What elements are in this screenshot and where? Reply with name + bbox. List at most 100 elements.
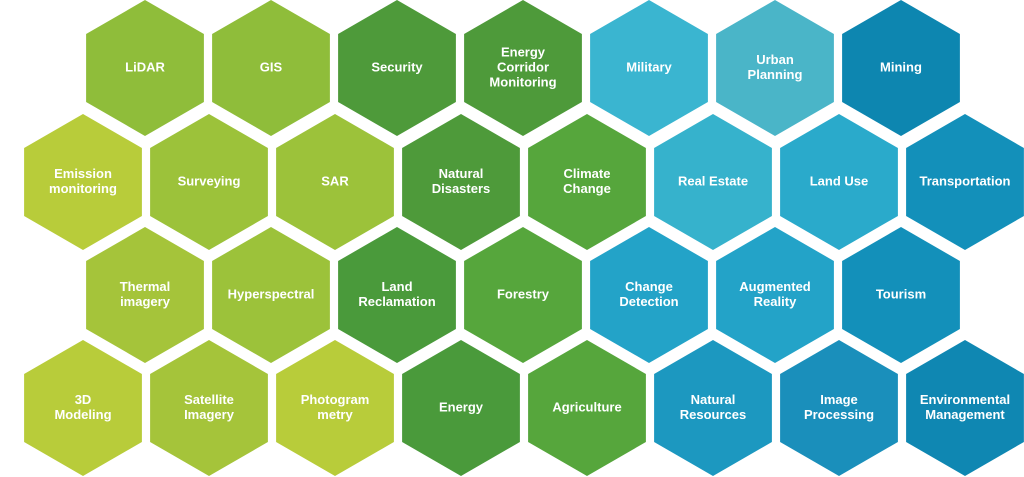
hexagon-label: Hyperspectral <box>228 286 315 301</box>
hexagon-label: imagery <box>120 294 171 309</box>
hexagon-shape <box>906 340 1024 476</box>
hexagon-shape <box>212 227 330 363</box>
hexagon-label: Natural <box>439 166 484 181</box>
hexagon-shape <box>24 340 142 476</box>
hexagon-shape <box>842 0 960 136</box>
hexagon-label: Management <box>925 407 1005 422</box>
hexagon-shape <box>464 0 582 136</box>
hexagon-shape <box>276 114 394 250</box>
hexagon: Surveying <box>150 114 268 250</box>
hexagon-label: Agriculture <box>552 399 621 414</box>
hexagon-label: Energy <box>501 44 546 59</box>
hexagon-shape <box>590 0 708 136</box>
hexagon-label: Monitoring <box>489 74 556 89</box>
hexagon-label: Planning <box>748 67 803 82</box>
hexagon: Agriculture <box>528 340 646 476</box>
hexagon-label: Land Use <box>810 173 869 188</box>
hexagon-label: Change <box>563 181 611 196</box>
hexagon-shape <box>464 227 582 363</box>
hexagon-label: Augmented <box>739 279 811 294</box>
hexagon-shape <box>842 227 960 363</box>
hexagon: Hyperspectral <box>212 227 330 363</box>
hexagon-label: Reality <box>754 294 797 309</box>
hexagon-label: monitoring <box>49 181 117 196</box>
hexagon-shape <box>86 227 204 363</box>
hexagon-shape <box>402 114 520 250</box>
hexagon-label: Transportation <box>919 173 1010 188</box>
hexagon-label: Resources <box>680 407 746 422</box>
hexagon: Energy <box>402 340 520 476</box>
hexagon-label: Emission <box>54 166 112 181</box>
hexagon: Mining <box>842 0 960 136</box>
hexagon-shape <box>402 340 520 476</box>
hexagon-shape <box>86 0 204 136</box>
hexagon: LiDAR <box>86 0 204 136</box>
hexagon-label: Energy <box>439 399 484 414</box>
hexagon-label: Forestry <box>497 286 550 301</box>
hexagon-label: LiDAR <box>125 59 165 74</box>
hexagon-label: Thermal <box>120 279 171 294</box>
hexagon: Land Use <box>780 114 898 250</box>
hexagon-label: Climate <box>564 166 611 181</box>
hexagon-label: GIS <box>260 59 283 74</box>
hexagon-shape <box>528 340 646 476</box>
hexagon-shape <box>590 227 708 363</box>
hexagon-label: Security <box>371 59 423 74</box>
hexagon-shape <box>212 0 330 136</box>
hexagon-label: SAR <box>321 173 349 188</box>
hexagon-label: Surveying <box>178 173 241 188</box>
hexagon-shape <box>780 114 898 250</box>
hexagon: Tourism <box>842 227 960 363</box>
hexagon-label: Modeling <box>54 407 111 422</box>
hexagon-shape <box>654 340 772 476</box>
hexagon-shape <box>780 340 898 476</box>
hexagon: Forestry <box>464 227 582 363</box>
hexagon-shape <box>338 227 456 363</box>
hexagon: GIS <box>212 0 330 136</box>
hexagon: Real Estate <box>654 114 772 250</box>
hexagon-label: Urban <box>756 52 794 67</box>
hexagon: Military <box>590 0 708 136</box>
hexagon-shape <box>338 0 456 136</box>
hexagon-label: 3D <box>75 392 92 407</box>
hexagon: Security <box>338 0 456 136</box>
hexagon-label: Environmental <box>920 392 1010 407</box>
hexagon-label: Imagery <box>184 407 235 422</box>
hexagon-shape <box>716 227 834 363</box>
hexagon-shape <box>276 340 394 476</box>
hexagon-shape <box>716 0 834 136</box>
hexagon-label: Detection <box>619 294 678 309</box>
hexagon-shape <box>150 340 268 476</box>
hexagon-label: Tourism <box>876 286 926 301</box>
hexagon-shape <box>150 114 268 250</box>
hexagon: Transportation <box>906 114 1024 250</box>
hexagon-label: Mining <box>880 59 922 74</box>
hexagon: SAR <box>276 114 394 250</box>
hexagon-label: Reclamation <box>358 294 435 309</box>
hexagon-shape <box>24 114 142 250</box>
hexagon-label: Land <box>381 279 412 294</box>
hexagon-label: Military <box>626 59 672 74</box>
hexagon-label: Change <box>625 279 673 294</box>
hexagon-label: Corridor <box>497 59 549 74</box>
hexagon-label: Real Estate <box>678 173 748 188</box>
hexagon-label: Processing <box>804 407 874 422</box>
hexagon-shape <box>654 114 772 250</box>
hexagon-label: Natural <box>691 392 736 407</box>
